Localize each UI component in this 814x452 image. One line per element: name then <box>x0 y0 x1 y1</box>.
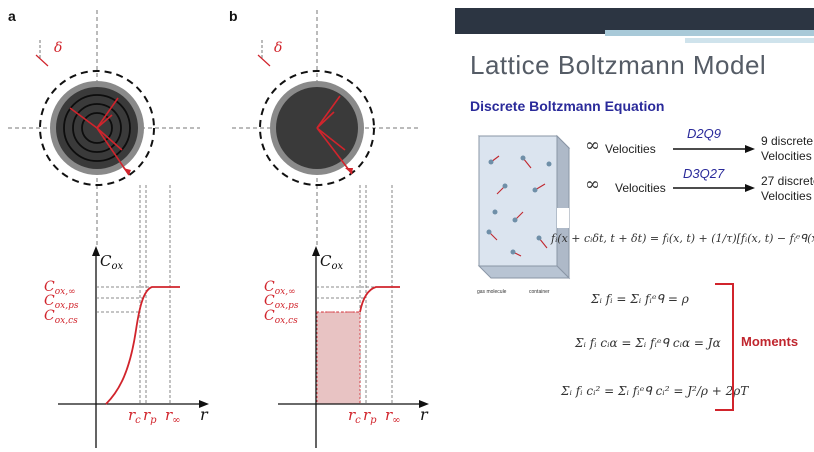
panel-b-rp-label: rp <box>363 406 377 426</box>
slide-header-stripe-2 <box>685 38 814 43</box>
panel-a-concentration-curve <box>105 286 180 405</box>
lbm-slide: Lattice Boltzmann Model Discrete Boltzma… <box>455 0 814 452</box>
panel-b-cox-ps-label: Cox,ps <box>264 293 299 311</box>
panel-b-cox-label: Cox <box>320 252 344 272</box>
cube-label-right: container <box>529 289 550 295</box>
moment-equation-1: Σᵢ fᵢ = Σᵢ fᵢᵉᑫ = ρ <box>591 292 689 306</box>
panel-a-cox-inf-label: Cox,∞ <box>44 279 76 297</box>
panel-a-rp-label: rp <box>143 406 157 426</box>
row2-label: Velocities <box>615 181 666 195</box>
moments-label: Moments <box>741 334 799 349</box>
panel-b-cox-cs-label: Cox,cs <box>264 308 298 326</box>
panel-b-radii <box>316 95 353 175</box>
panel-a-rc-label: rc <box>128 406 141 426</box>
panel-a-ring-2 <box>72 103 122 153</box>
panel-b-rinf-label: r∞ <box>385 406 401 426</box>
panel-b-delta: δ <box>274 40 282 56</box>
figure-canvas: δ Cox Cox,∞ Cox,ps Cox,cs rc rp r∞ r <box>8 10 429 448</box>
moments-bracket <box>715 283 734 411</box>
panel-a-x-arrow <box>199 400 209 408</box>
row1-result-line2: Velocities <box>761 149 812 163</box>
panel-a-cox-ps-label: Cox,ps <box>44 293 79 311</box>
moment-equation-2: Σᵢ fᵢ cᵢα = Σᵢ fᵢᵉᑫ cᵢα = Jα <box>575 336 721 350</box>
panel-b-rc-label: rc <box>348 406 361 426</box>
row2-arrow-icon <box>673 184 755 192</box>
panel-b-delta-tick <box>257 54 271 67</box>
panel-b-x-arrow <box>419 400 429 408</box>
panel-a-tag: a <box>8 8 16 24</box>
row1-result-line1: 9 discrete <box>761 134 814 148</box>
row2-result-line1: 27 discrete <box>761 174 814 188</box>
panel-b-r-axis-label: r <box>420 405 429 424</box>
slide-header-stripe <box>605 30 814 36</box>
row1-label: Velocities <box>605 142 656 156</box>
infinity-symbol-2: ∞ <box>585 174 600 195</box>
slide-title: Lattice Boltzmann Model <box>470 50 767 80</box>
panel-b-shaded-region <box>316 311 361 405</box>
panel-a-delta-tick <box>35 54 49 67</box>
panel-a-rinf-label: r∞ <box>165 406 181 426</box>
panel-b-tag: b <box>229 8 238 24</box>
row2-model: D3Q27 <box>683 166 725 181</box>
row1-arrow-icon <box>673 145 755 153</box>
slide-subtitle: Discrete Boltzmann Equation <box>470 98 665 114</box>
panel-b-boundary-circle <box>259 70 375 186</box>
panel-a-boundary-circle <box>39 70 155 186</box>
slide-header-bar <box>455 8 814 34</box>
panel-a-r-axis-label: r <box>200 405 209 424</box>
panel-a-ring-1 <box>63 94 131 162</box>
panel-a-delta: δ <box>54 40 62 56</box>
panel-a-radii <box>69 97 130 176</box>
panel-b-concentration-curve <box>359 286 400 313</box>
panel-b-radius-arrow <box>345 168 353 174</box>
row2-result-line2: Velocities <box>761 189 812 203</box>
moment-equation-3: Σᵢ fᵢ cᵢ² = Σᵢ fᵢᵉᑫ cᵢ² = J²/ρ + 2ρT <box>561 384 749 398</box>
panel-a-cox-cs-label: Cox,cs <box>44 308 78 326</box>
lbm-equation: fᵢ(x + cᵢδt, t + δt) = fᵢ(x, t) + (1/τ)[… <box>551 232 814 245</box>
panel-a-radius-arrow <box>123 168 131 175</box>
panel-b-cox-inf-label: Cox,∞ <box>264 279 296 297</box>
cube-label-left: gas molecule <box>477 289 507 295</box>
panel-a-ring-3 <box>81 112 113 144</box>
cube-illustration: gas molecule container <box>477 134 571 295</box>
panel-a-cox-label: Cox <box>100 252 124 272</box>
row1-model: D2Q9 <box>687 126 721 141</box>
infinity-symbol-1: ∞ <box>585 135 600 156</box>
panel-b-y-arrow <box>312 246 320 256</box>
panel-a: δ Cox Cox,∞ Cox,ps Cox,cs rc rp r∞ r <box>8 10 209 448</box>
panel-a-y-arrow <box>92 246 100 256</box>
panel-b: δ Cox Cox,∞ Cox,ps Cox,cs rc rp r∞ r <box>232 10 429 448</box>
